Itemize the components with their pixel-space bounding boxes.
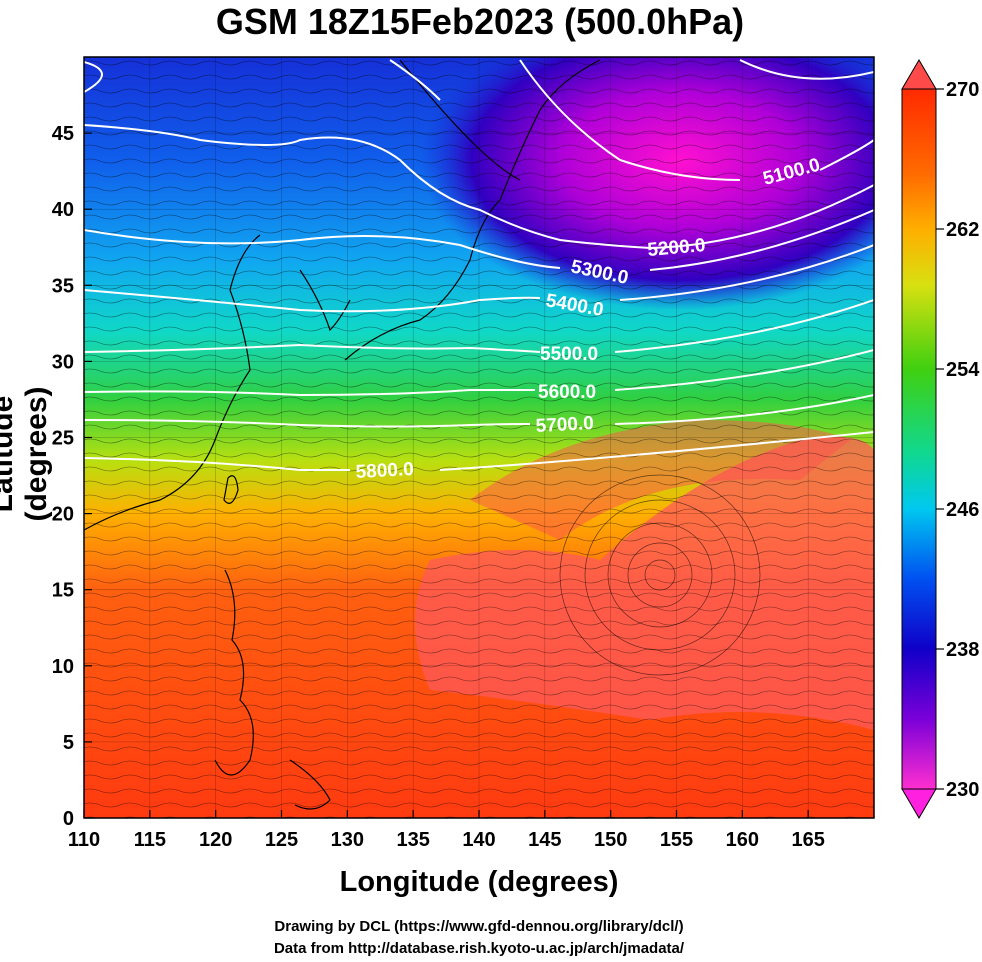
y-tick-label: 30 [52, 351, 74, 373]
plot-area: 5100.0 5200.0 5300.0 5400.0 5500.0 5600.… [84, 57, 874, 818]
x-tick-label: 110 [68, 829, 100, 851]
colorbar-tick-label: 246 [946, 499, 979, 521]
x-tick-label: 155 [660, 829, 693, 851]
contour-label-5200: 5200.0 [647, 235, 707, 261]
y-tick-label: 5 [63, 732, 74, 754]
x-axis-label: Longitude (degrees) [339, 866, 619, 898]
y-axis: 0 5 10 15 20 25 30 35 40 45 [52, 123, 92, 830]
contour-label-5700: 5700.0 [535, 413, 594, 437]
credit-drawing: Drawing by DCL (https://www.gfd-dennou.o… [274, 918, 684, 935]
colorbar: 230 238 246 254 262 270 [901, 59, 980, 819]
credit-data: Data from http://database.rish.kyoto-u.a… [273, 940, 685, 957]
colorbar-tick-label: 262 [946, 219, 979, 241]
x-tick-label: 125 [265, 829, 298, 851]
y-tick-label: 15 [52, 580, 74, 602]
cyclone-circulation [559, 474, 761, 676]
height-contours [84, 59, 874, 471]
contour-label-5500: 5500.0 [540, 344, 598, 365]
contour-label-5600: 5600.0 [538, 382, 596, 403]
colorbar-top-arrow [901, 59, 937, 90]
colorbar-tick-label: 238 [946, 639, 979, 661]
y-tick-label: 20 [52, 504, 74, 526]
colorbar-tick-label: 230 [946, 779, 979, 801]
x-tick-label: 120 [199, 829, 232, 851]
x-tick-label: 165 [791, 829, 824, 851]
x-tick-label: 130 [331, 829, 364, 851]
x-tick-label: 115 [134, 829, 166, 851]
x-tick-label: 150 [594, 829, 627, 851]
x-tick-label: 140 [462, 829, 495, 851]
chart-title: GSM 18Z15Feb2023 (500.0hPa) [215, 1, 745, 42]
x-tick-label: 135 [396, 829, 429, 851]
y-tick-label: 25 [52, 428, 74, 450]
y-tick-label: 10 [52, 656, 74, 678]
contour-labels: 5100.0 5200.0 5300.0 5400.0 5500.0 5600.… [355, 155, 822, 483]
grid-lines [84, 57, 874, 818]
y-tick-label: 40 [52, 199, 74, 221]
x-tick-label: 160 [726, 829, 759, 851]
colorbar-tick-label: 270 [946, 79, 979, 101]
y-axis-label: Latitude (degrees) [0, 386, 53, 522]
contour-label-5800: 5800.0 [355, 459, 414, 483]
x-tick-label: 145 [528, 829, 561, 851]
y-tick-label: 35 [52, 275, 74, 297]
colorbar-ticks: 230 238 246 254 262 270 [936, 79, 980, 801]
colorbar-bottom-arrow [901, 788, 937, 819]
colorbar-scale [901, 88, 937, 790]
y-tick-label: 0 [63, 808, 74, 830]
colorbar-tick-label: 254 [946, 359, 980, 381]
y-tick-label: 45 [52, 123, 74, 145]
x-axis: 110 115 120 125 130 135 140 145 150 155 160 165 [68, 810, 825, 851]
